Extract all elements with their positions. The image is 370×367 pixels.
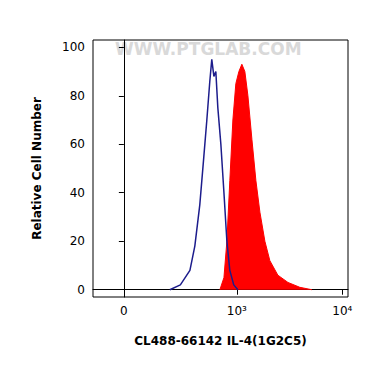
svg-text:WWW.PTGLAB.COM: WWW.PTGLAB.COM (115, 39, 302, 59)
svg-text:10⁴: 10⁴ (332, 304, 352, 318)
svg-text:10³: 10³ (227, 304, 247, 318)
svg-text:Relative Cell Number: Relative Cell Number (30, 97, 44, 240)
svg-text:20: 20 (70, 234, 85, 248)
svg-text:80: 80 (70, 89, 85, 103)
svg-text:CL488-66142 IL-4(1G2C5): CL488-66142 IL-4(1G2C5) (134, 334, 307, 348)
svg-text:60: 60 (70, 137, 85, 151)
svg-text:0: 0 (77, 283, 85, 297)
svg-text:40: 40 (70, 186, 85, 200)
svg-text:100: 100 (62, 40, 85, 54)
svg-text:0: 0 (120, 304, 128, 318)
